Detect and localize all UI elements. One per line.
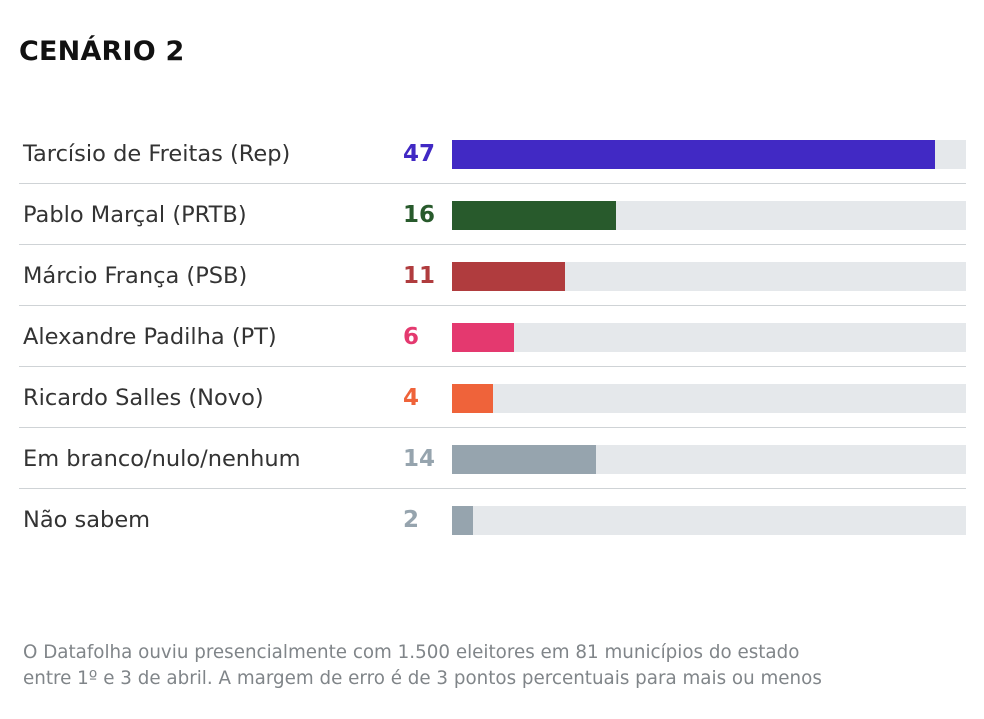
bar: [452, 201, 617, 230]
chart-row: Alexandre Padilha (PT) 6: [19, 306, 966, 367]
value-label: 11: [403, 263, 436, 289]
bar-track: [452, 506, 966, 535]
chart-row: Não sabem 2: [19, 489, 966, 549]
bar: [452, 140, 936, 169]
value-label: 4: [403, 385, 420, 411]
chart-row: Pablo Marçal (PRTB) 16: [19, 184, 966, 245]
bar-track: [452, 323, 966, 352]
bar: [452, 384, 494, 413]
category-label: Pablo Marçal (PRTB): [23, 202, 247, 228]
category-label: Não sabem: [23, 507, 151, 533]
category-label: Alexandre Padilha (PT): [23, 324, 277, 350]
footnote-line: O Datafolha ouviu presencialmente com 1.…: [23, 642, 800, 664]
chart-row: Tarcísio de Freitas (Rep) 47: [19, 123, 966, 184]
footnote: O Datafolha ouviu presencialmente com 1.…: [23, 640, 973, 692]
bar-chart: Tarcísio de Freitas (Rep) 47 Pablo Marça…: [19, 123, 966, 549]
category-label: Tarcísio de Freitas (Rep): [23, 141, 291, 167]
value-label: 14: [403, 446, 436, 472]
bar-track: [452, 201, 966, 230]
footnote-line: entre 1º e 3 de abril. A margem de erro …: [23, 668, 822, 690]
value-label: 47: [403, 141, 436, 167]
bar: [452, 445, 596, 474]
category-label: Márcio França (PSB): [23, 263, 248, 289]
value-label: 16: [403, 202, 436, 228]
bar-track: [452, 262, 966, 291]
category-label: Ricardo Salles (Novo): [23, 385, 264, 411]
value-label: 6: [403, 324, 420, 350]
chart-title: CENÁRIO 2: [19, 36, 185, 67]
value-label: 2: [403, 507, 420, 533]
chart-row: Ricardo Salles (Novo) 4: [19, 367, 966, 428]
bar: [452, 506, 473, 535]
bar-track: [452, 140, 966, 169]
chart-row: Márcio França (PSB) 11: [19, 245, 966, 306]
category-label: Em branco/nulo/nenhum: [23, 446, 301, 472]
bar-track: [452, 445, 966, 474]
bar: [452, 262, 566, 291]
chart-row: Em branco/nulo/nenhum 14: [19, 428, 966, 489]
bar: [452, 323, 514, 352]
bar-track: [452, 384, 966, 413]
